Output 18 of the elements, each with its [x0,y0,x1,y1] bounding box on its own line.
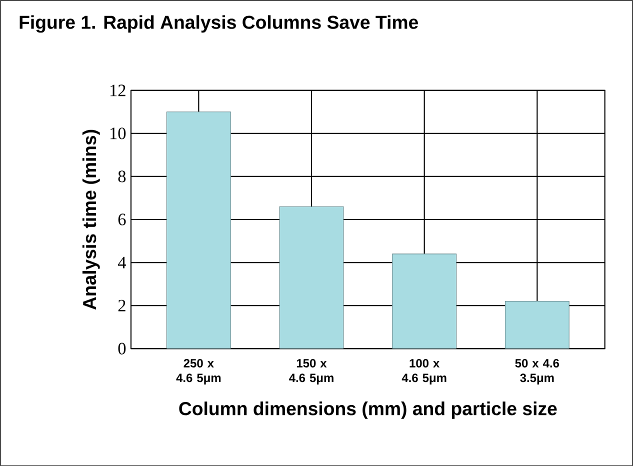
bar [279,206,344,348]
chart-title: Figure 1. Rapid Analysis Columns Save Time [20,15,418,33]
x-tick-label: 100 x 4.6 5μm [402,358,446,384]
y-tick-label: 10 [110,127,126,140]
y-tick-label: 8 [118,170,126,182]
y-tick-label: 0 [118,342,126,354]
bar [392,254,457,348]
x-tick-label: 150 x 4.6 5μm [289,358,334,384]
bar [504,300,570,348]
y-tick-label: 6 [118,214,126,226]
y-tick-label: 2 [118,300,126,312]
y-tick-label: 4 [118,256,126,268]
x-tick-label: 50 x 4.6 3.5μm [515,358,560,384]
y-tick-label: 12 [110,84,126,96]
x-tick-label: 250 x 4.6 5μm [176,358,221,384]
y-axis-title: Analysis time (mins) [82,130,100,310]
bar [166,111,231,348]
x-axis-title: Column dimensions (mm) and particle size [179,401,557,419]
